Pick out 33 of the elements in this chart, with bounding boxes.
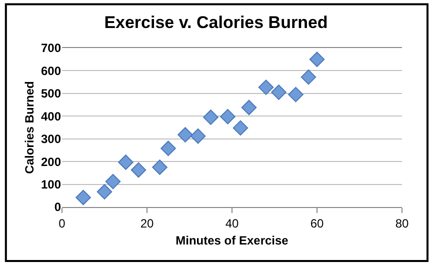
- point: [232, 120, 248, 136]
- x-tick-label: 60: [310, 216, 324, 230]
- y-tick-label: 600: [40, 64, 62, 78]
- point: [258, 80, 274, 95]
- point: [300, 69, 316, 85]
- point: [76, 190, 91, 206]
- point: [178, 127, 193, 142]
- y-tick-label: 200: [40, 154, 62, 169]
- y-tick-label: 0: [54, 200, 62, 214]
- point: [288, 86, 304, 102]
- point: [271, 84, 286, 100]
- point: [190, 128, 206, 144]
- point: [309, 52, 325, 68]
- point: [220, 108, 236, 124]
- x-tick-label: 40: [225, 216, 239, 230]
- y-axis-title: Calories Burned: [22, 81, 36, 174]
- y-tick-label: 100: [40, 177, 62, 192]
- point: [118, 154, 134, 170]
- y-tick-label: 400: [40, 109, 62, 124]
- point: [160, 140, 176, 156]
- point: [152, 160, 168, 175]
- y-tick-label: 500: [40, 86, 62, 101]
- point: [241, 100, 257, 116]
- x-tick-label: 80: [395, 216, 409, 230]
- y-tick-label: 700: [40, 41, 62, 56]
- x-tick-label: 20: [140, 216, 154, 230]
- chart-title: Exercise v. Calories Burned: [104, 12, 328, 32]
- point: [105, 174, 121, 190]
- x-axis-title: Minutes of Exercise: [176, 233, 289, 248]
- point: [203, 110, 218, 125]
- y-tick-label: 300: [40, 132, 62, 146]
- point: [96, 184, 112, 200]
- point: [130, 162, 146, 178]
